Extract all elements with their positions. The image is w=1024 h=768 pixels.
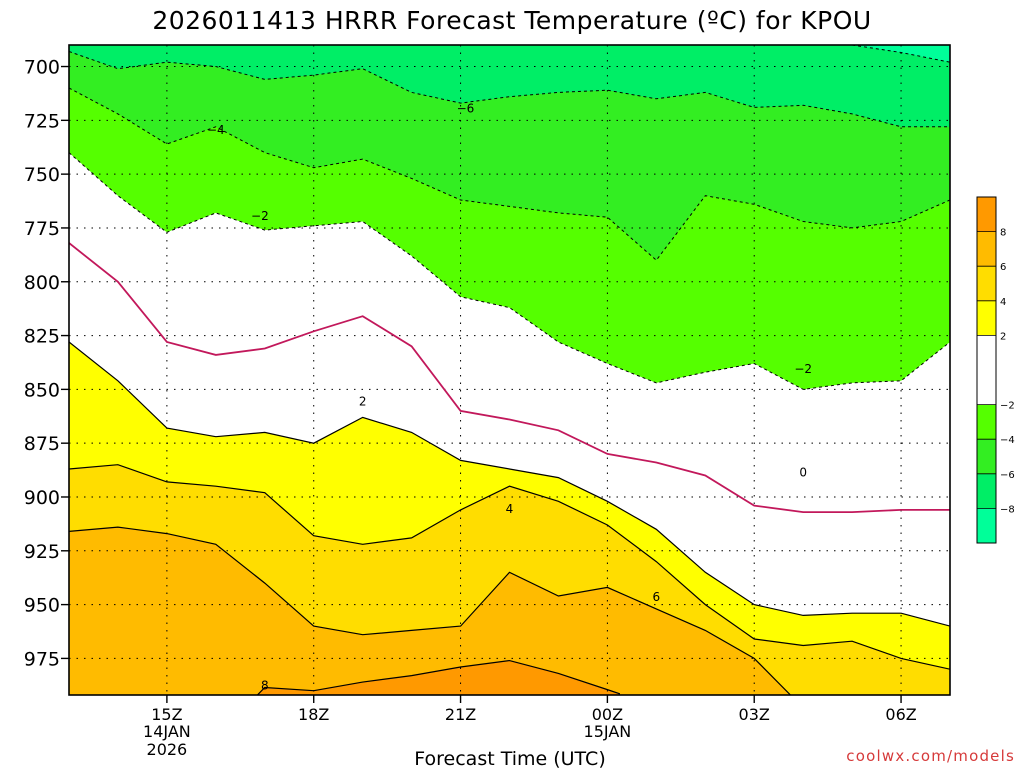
x-tick-label: 21Z — [445, 705, 476, 724]
x-axis-label: Forecast Time (UTC) — [414, 748, 605, 768]
band-fill-8-plus — [257, 660, 620, 695]
y-tick-label: 925 — [24, 541, 60, 563]
colorbar-label: 4 — [1000, 297, 1006, 308]
y-tick-label: 775 — [24, 218, 60, 240]
colorbar-label: −4 — [1000, 435, 1015, 446]
contour-line--8 — [852, 45, 950, 63]
contour-labels: −6 −4 −2 −2 0 2 4 6 8 — [207, 102, 812, 693]
contour-line-2 — [69, 341, 950, 627]
contour-line-8 — [256, 659, 621, 695]
contour-line--4 — [69, 87, 950, 261]
x-tick-label: 03Z — [739, 705, 770, 724]
colorbar-swatch — [977, 335, 996, 405]
contour-label: −2 — [794, 362, 812, 376]
y-tick-label: 975 — [24, 648, 60, 670]
contour-line-0 — [69, 242, 950, 513]
contour-lines — [69, 45, 950, 695]
band-fill-lt-minus8 — [852, 45, 950, 63]
colorbar-label: 6 — [1000, 262, 1006, 273]
y-tick-label: 700 — [24, 57, 60, 79]
colorbar-legend: 8 6 4 2 −2 −4 −6 −8 — [976, 196, 1015, 544]
colorbar-label: 8 — [1000, 228, 1006, 239]
credit-text: coolwx.com/models — [846, 747, 1015, 765]
y-tick-label: 950 — [24, 595, 60, 617]
contour-label: −2 — [251, 209, 269, 223]
ground-surface — [69, 704, 950, 717]
colorbar-swatch — [977, 508, 996, 543]
colorbar-swatch — [977, 266, 996, 301]
y-tick-label: 725 — [24, 110, 60, 132]
chart-title: 2026011413 HRRR Forecast Temperature (ºC… — [152, 6, 871, 35]
y-tick-label: 875 — [24, 433, 60, 455]
contour-line--6 — [69, 51, 950, 128]
colorbar-swatch — [977, 231, 996, 267]
contour-label: −4 — [207, 123, 225, 137]
colorbar-swatch — [977, 197, 996, 232]
colorbar-frame — [976, 196, 997, 544]
x-tick-date: 14JAN — [143, 722, 191, 741]
contour-label: 0 — [799, 465, 807, 479]
x-tick-year: 2026 — [147, 740, 188, 759]
y-axis: 700 725 750 775 800 825 850 875 900 925 950 975 — [24, 57, 69, 670]
colorbar-label: −8 — [1000, 504, 1015, 515]
x-tick-label: 18Z — [298, 705, 329, 724]
x-tick-date: 15JAN — [584, 722, 632, 741]
contour-label: −6 — [457, 102, 475, 116]
contour-label: 4 — [506, 502, 514, 516]
x-tick-label: 00Z — [592, 705, 623, 724]
y-tick-label: 850 — [24, 379, 60, 401]
contour-line-4 — [69, 464, 950, 670]
contour-label: 8 — [261, 678, 269, 692]
contour-line--2 — [69, 152, 950, 390]
y-tick-label: 800 — [24, 272, 60, 294]
y-tick-label: 825 — [24, 326, 60, 348]
x-tick-label: 06Z — [885, 705, 916, 724]
contour-label: 2 — [359, 394, 367, 408]
plot-area — [69, 45, 950, 717]
colorbar-swatch — [977, 404, 996, 440]
colorbar-swatch — [977, 473, 996, 509]
y-tick-label: 750 — [24, 164, 60, 186]
band-fill-6-8 — [69, 527, 791, 695]
colorbar-label: 2 — [1000, 331, 1006, 342]
contour-label: 6 — [653, 590, 661, 604]
colorbar-swatch — [977, 300, 996, 336]
colorbar-label: −6 — [1000, 470, 1015, 481]
colorbar-label: −2 — [1000, 401, 1015, 412]
plot-frame — [68, 44, 951, 696]
colorbar-swatch — [977, 439, 996, 474]
contour-line-6 — [69, 526, 792, 695]
y-tick-label: 900 — [24, 487, 60, 509]
x-tick-label: 15Z — [151, 705, 182, 724]
